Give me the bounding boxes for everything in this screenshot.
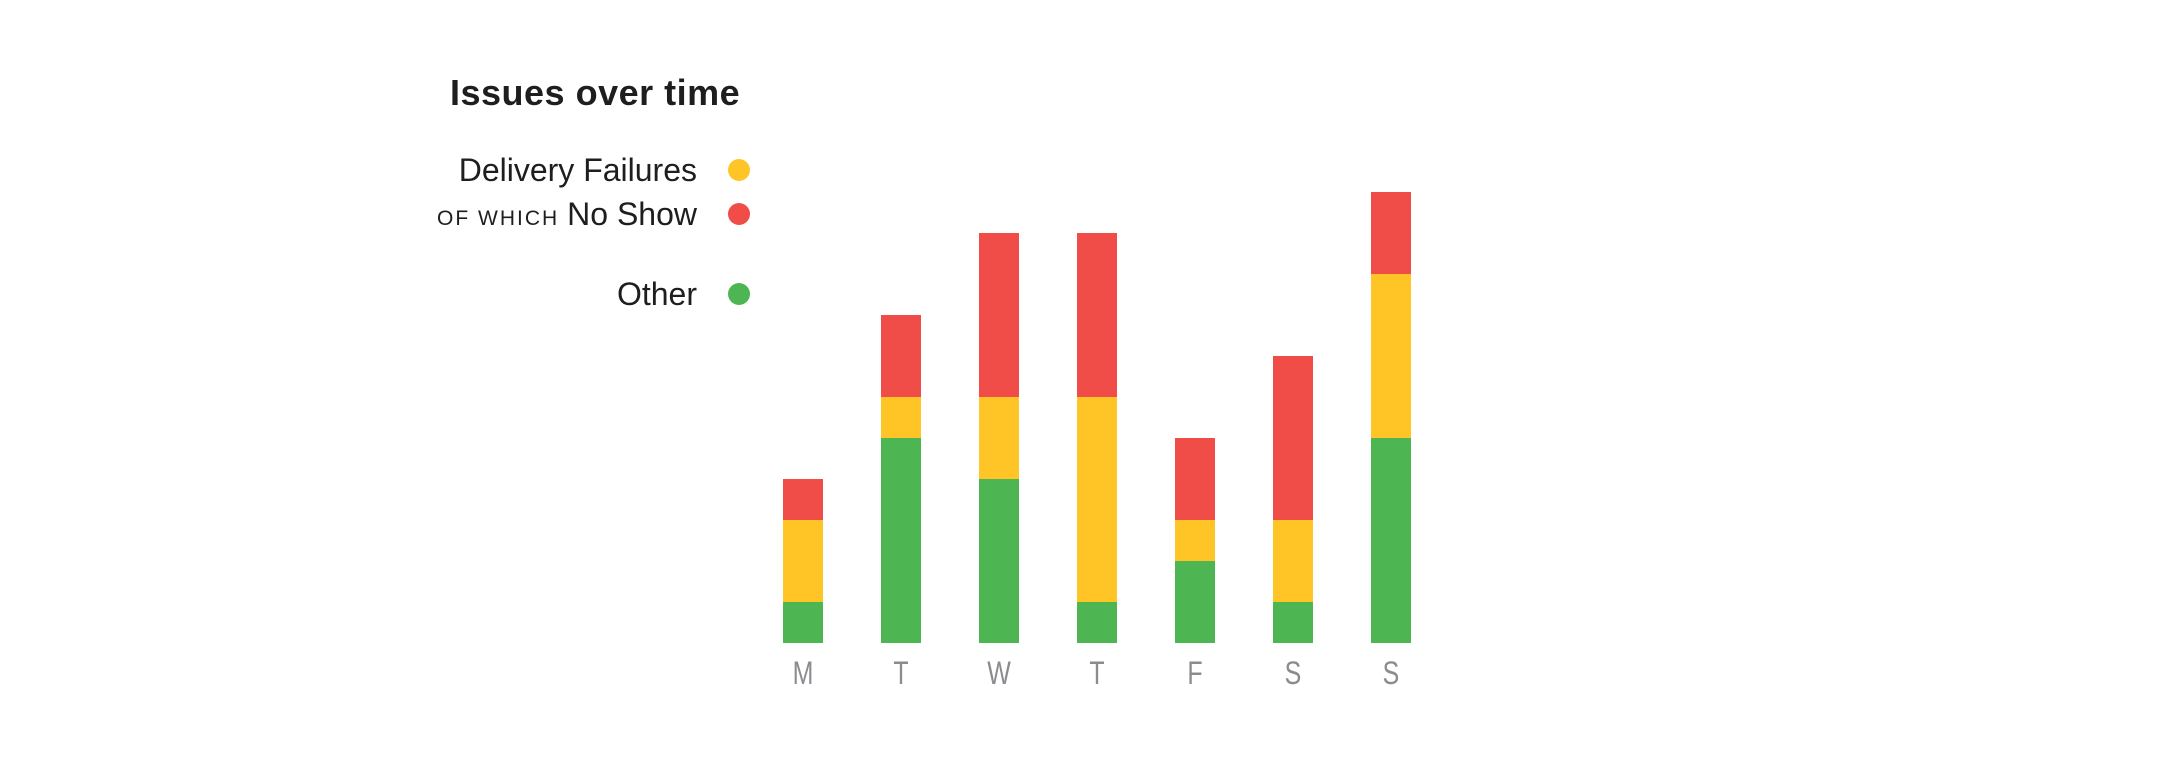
delivery-failures-dot-icon bbox=[728, 159, 750, 181]
bar-segment-no-show bbox=[1175, 438, 1215, 520]
x-axis-label: S bbox=[1382, 655, 1400, 691]
bar-segment-other bbox=[1175, 561, 1215, 643]
bar-segment-other bbox=[881, 438, 921, 643]
bar-segment-delivery-failures bbox=[1077, 397, 1117, 602]
bar-column: M bbox=[783, 0, 823, 691]
legend-label-no-show: No Show bbox=[567, 195, 697, 232]
legend-item-no-show: OF WHICH No Show bbox=[300, 192, 750, 236]
x-axis-label: W bbox=[987, 655, 1011, 691]
bar-segment-other bbox=[1077, 602, 1117, 643]
x-axis-label: T bbox=[893, 655, 909, 691]
bar-column: T bbox=[881, 0, 921, 691]
bar-column: T bbox=[1077, 0, 1117, 691]
bar-segment-no-show bbox=[1077, 233, 1117, 397]
chart-title: Issues over time bbox=[450, 72, 741, 113]
no-show-dot-icon bbox=[728, 203, 750, 225]
bar-segment-delivery-failures bbox=[1371, 274, 1411, 438]
legend-prefix-of-which: OF WHICH bbox=[437, 206, 560, 230]
x-axis-label: S bbox=[1284, 655, 1302, 691]
bar-segment-other bbox=[979, 479, 1019, 643]
bar-column: F bbox=[1175, 0, 1215, 691]
bar-segment-delivery-failures bbox=[979, 397, 1019, 479]
bar-segment-delivery-failures bbox=[881, 397, 921, 438]
legend-item-other: Other bbox=[300, 272, 750, 316]
legend-label-delivery-failures: Delivery Failures bbox=[458, 151, 697, 188]
bar-segment-other bbox=[783, 602, 823, 643]
legend-item-delivery-failures: Delivery Failures bbox=[300, 148, 750, 192]
bar-segment-delivery-failures bbox=[1273, 520, 1313, 602]
bar-segment-no-show bbox=[881, 315, 921, 397]
bar-segment-no-show bbox=[783, 479, 823, 520]
bar-segment-no-show bbox=[979, 233, 1019, 397]
bar-segment-no-show bbox=[1371, 192, 1411, 274]
bar-segment-no-show bbox=[1273, 356, 1313, 520]
bar-segment-delivery-failures bbox=[783, 520, 823, 602]
bar-column: S bbox=[1371, 0, 1411, 691]
x-axis-label: F bbox=[1187, 655, 1203, 691]
bar-column: S bbox=[1273, 0, 1313, 691]
x-axis-label: T bbox=[1089, 655, 1105, 691]
bar-segment-other bbox=[1273, 602, 1313, 643]
bar-segment-delivery-failures bbox=[1175, 520, 1215, 561]
legend: Delivery Failures OF WHICH No Show Other bbox=[300, 148, 750, 316]
other-dot-icon bbox=[728, 283, 750, 305]
bar-column: W bbox=[979, 0, 1019, 691]
bar-segment-other bbox=[1371, 438, 1411, 643]
x-axis-label: M bbox=[792, 655, 814, 691]
legend-label-other: Other bbox=[616, 275, 697, 312]
